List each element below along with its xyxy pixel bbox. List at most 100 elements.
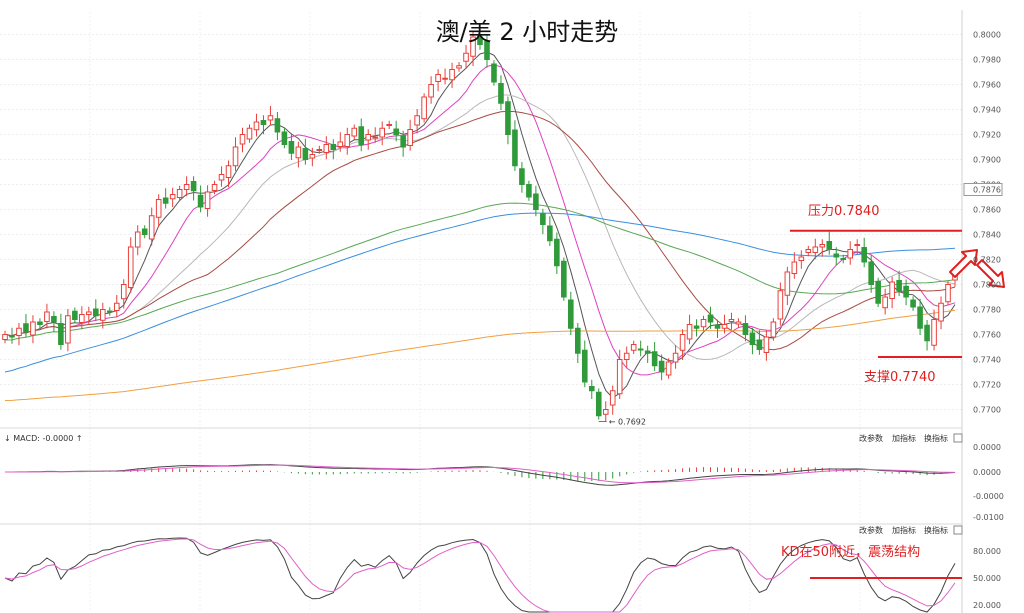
macd-button-0[interactable]: 改参数	[859, 433, 883, 443]
candle-up	[99, 309, 106, 321]
candle-down	[526, 184, 532, 198]
candle-up	[812, 246, 819, 253]
candle-down	[477, 36, 483, 45]
candle-up	[798, 256, 805, 261]
candle-down	[924, 324, 930, 342]
candle-down	[693, 325, 700, 329]
candle-up	[665, 361, 672, 376]
candle-down	[644, 350, 651, 354]
candle-down	[658, 360, 665, 373]
candle-up	[79, 314, 85, 323]
price-tick-label: 0.7920	[973, 131, 1001, 140]
candle-up	[113, 302, 120, 311]
kd-tick-label: 80.000	[973, 547, 1001, 556]
kd-button-1[interactable]: 加指标	[892, 525, 916, 535]
candle-down	[588, 386, 595, 392]
kd-tick-label: 50.000	[973, 574, 1001, 583]
candle-up	[735, 321, 742, 325]
candle-up	[407, 129, 413, 146]
candle-down	[512, 129, 518, 167]
candle-up	[854, 244, 861, 246]
candle-down	[714, 324, 721, 329]
candle-down	[533, 193, 539, 210]
candle-up	[721, 324, 728, 329]
candle-up	[337, 141, 344, 147]
candle-up	[728, 319, 735, 322]
kd-tick-label: 20.000	[973, 601, 1001, 610]
macd-legend: ↓ MACD: -0.0000 ↑	[4, 434, 83, 443]
candle-down	[561, 260, 567, 298]
candle-up	[365, 134, 372, 141]
candle-down	[93, 308, 99, 317]
price-tick-label: 0.7800	[973, 281, 1001, 290]
arrow-up-icon	[949, 249, 978, 278]
candle-up	[616, 359, 623, 395]
candle-down	[595, 391, 602, 417]
candle-down	[917, 306, 923, 329]
ma10-line	[4, 64, 956, 376]
candle-up	[344, 134, 351, 147]
candle-down	[498, 83, 504, 104]
candle-up	[609, 390, 616, 406]
macd-close-icon	[953, 433, 963, 443]
price-tick-label: 0.7780	[973, 306, 1001, 315]
candle-up	[931, 319, 937, 346]
macd-tick-label: -0.0000	[973, 492, 1004, 501]
candle-down	[190, 181, 197, 192]
candle-down	[484, 41, 490, 60]
candle-up	[435, 74, 441, 82]
candle-up	[945, 284, 951, 303]
candle-down	[505, 101, 511, 135]
candle-up	[120, 284, 127, 300]
candle-down	[51, 316, 57, 323]
candle-down	[749, 332, 756, 345]
candle-down	[393, 128, 399, 135]
candle-up	[442, 77, 448, 80]
macd-button-1[interactable]: 加指标	[892, 433, 916, 443]
main-grid	[0, 10, 963, 613]
candle-down	[288, 141, 295, 154]
candle-up	[456, 65, 462, 69]
candle-up	[204, 191, 211, 209]
price-tick-label: 0.7900	[973, 156, 1001, 165]
price-tick-label: 0.7740	[973, 356, 1001, 365]
candle-down	[106, 310, 113, 313]
kd-close-icon	[953, 525, 963, 535]
candle-down	[302, 148, 309, 160]
candle-down	[37, 321, 43, 325]
candle-up	[239, 134, 246, 145]
low-marker-label: ← 0.7692	[609, 418, 646, 427]
kd-button-2[interactable]: 换指标	[924, 525, 948, 535]
candle-up	[805, 249, 812, 253]
ma5-line	[4, 51, 956, 399]
candle-up	[819, 244, 826, 248]
candle-up	[351, 127, 358, 137]
arrow-down-icon	[976, 259, 1005, 288]
candle-up	[386, 124, 392, 126]
kd-button-0[interactable]: 改参数	[859, 525, 883, 535]
candle-down	[861, 247, 867, 263]
candle-up	[30, 321, 36, 336]
candle-down	[519, 168, 525, 185]
candle-up	[372, 136, 379, 139]
current-price-label: 0.7876	[973, 186, 1001, 195]
candle-up	[623, 352, 630, 360]
candle-down	[574, 327, 581, 354]
candle-up	[421, 96, 427, 120]
price-tick-label: 0.7720	[973, 381, 1001, 390]
candle-up	[770, 321, 777, 338]
candle-up	[148, 215, 155, 240]
candle-up	[169, 194, 176, 200]
candle-up	[316, 149, 323, 151]
candle-up	[225, 165, 232, 178]
macd-button-2[interactable]: 换指标	[924, 433, 948, 443]
candle-up	[763, 336, 770, 353]
macd-tick-label: 0.0000	[973, 443, 1001, 452]
price-tick-label: 0.7980	[973, 56, 1001, 65]
candle-down	[162, 197, 169, 204]
candle-up	[65, 315, 71, 344]
candle-down	[833, 253, 840, 258]
support-label: 支撑0.7740	[864, 370, 936, 385]
candle-down	[72, 310, 78, 320]
